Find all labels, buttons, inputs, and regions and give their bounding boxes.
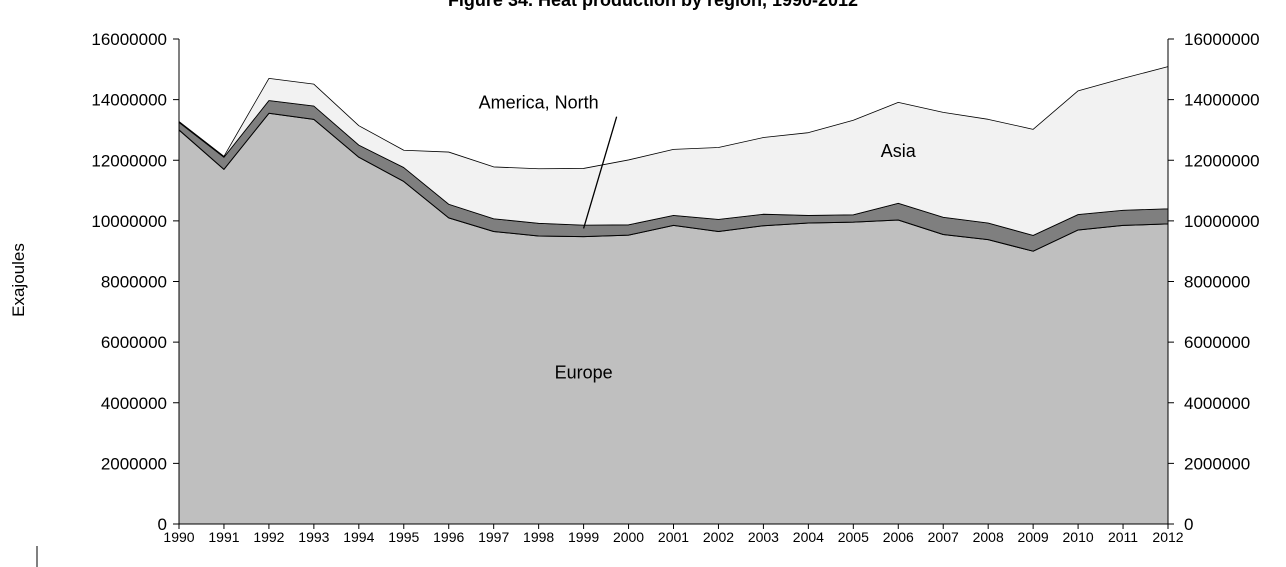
x-tick-label: 1996 xyxy=(433,529,464,545)
y-tick-label-left: 2000000 xyxy=(101,454,167,473)
x-tick-label: 2008 xyxy=(973,529,1004,545)
x-tick-label: 2006 xyxy=(883,529,914,545)
x-tick-label: 1990 xyxy=(163,529,194,545)
x-tick-label: 2001 xyxy=(658,529,689,545)
y-tick-label-right: 8000000 xyxy=(1184,273,1250,292)
x-tick-label: 1998 xyxy=(523,529,554,545)
x-tick-label: 2000 xyxy=(613,529,644,545)
y-tick-label-left: 10000000 xyxy=(91,212,167,231)
y-tick-label-right: 14000000 xyxy=(1184,91,1260,110)
x-tick-label: 1992 xyxy=(253,529,284,545)
y-tick-label-left: 0 xyxy=(158,515,167,534)
annotation-asia: Asia xyxy=(881,141,917,161)
x-tick-label: 1997 xyxy=(478,529,509,545)
annotation-america-north: America, North xyxy=(479,93,599,113)
y-tick-label-right: 16000000 xyxy=(1184,30,1260,49)
x-tick-label: 1993 xyxy=(298,529,329,545)
y-tick-label-right: 4000000 xyxy=(1184,394,1250,413)
x-tick-label: 2012 xyxy=(1152,529,1183,545)
y-tick-label-left: 4000000 xyxy=(101,394,167,413)
y-tick-label-left: 14000000 xyxy=(91,91,167,110)
x-tick-label: 1999 xyxy=(568,529,599,545)
y-ticks-left: 0 2000000 4000000 6000000 8000000 10000000 120… xyxy=(91,30,179,534)
x-ticks: 1990 1991 1992 1993 1994 1995 1996 1997 1998 1999… xyxy=(163,524,1184,545)
y-tick-label-left: 12000000 xyxy=(91,151,167,170)
y-tick-label-right: 2000000 xyxy=(1184,454,1250,473)
x-tick-label: 1995 xyxy=(388,529,419,545)
y-ticks-right: 0 2000000 4000000 6000000 8000000 10000000 120… xyxy=(1168,30,1260,534)
annotation-europe: Europe xyxy=(555,363,613,383)
y-tick-label-left: 8000000 xyxy=(101,273,167,292)
y-tick-label-left: 16000000 xyxy=(91,30,167,49)
x-tick-label: 2007 xyxy=(928,529,959,545)
x-tick-label: 1991 xyxy=(208,529,239,545)
chart-title: Figure 34. Heat production by region, 19… xyxy=(448,0,858,10)
y-tick-label-right: 0 xyxy=(1184,515,1193,534)
annotations: Europe Asia America, North xyxy=(479,93,917,383)
y-tick-label-right: 6000000 xyxy=(1184,333,1250,352)
x-tick-label: 2004 xyxy=(793,529,824,545)
x-tick-label: 2010 xyxy=(1063,529,1094,545)
y-tick-label-right: 10000000 xyxy=(1184,212,1260,231)
y-axis-label: Exajoules xyxy=(9,243,28,317)
x-tick-label: 2011 xyxy=(1108,529,1138,545)
x-tick-label: 2005 xyxy=(838,529,869,545)
x-tick-label: 2009 xyxy=(1018,529,1049,545)
y-tick-label-left: 6000000 xyxy=(101,333,167,352)
annotation-leader-america-north xyxy=(582,116,618,229)
x-tick-label: 2003 xyxy=(748,529,779,545)
x-tick-label: 1994 xyxy=(343,529,374,545)
x-tick-label: 2002 xyxy=(703,529,734,545)
y-tick-label-right: 12000000 xyxy=(1184,151,1260,170)
